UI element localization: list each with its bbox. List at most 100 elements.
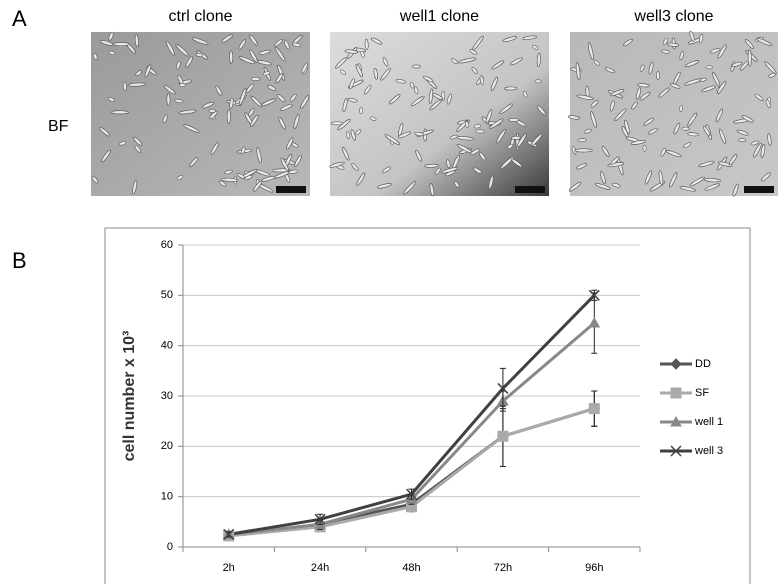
cell xyxy=(669,172,678,188)
cell xyxy=(113,42,130,47)
cell xyxy=(424,163,439,168)
marker xyxy=(670,415,682,427)
cell xyxy=(350,129,356,141)
cell xyxy=(499,103,513,115)
cell xyxy=(395,78,407,84)
cell xyxy=(698,161,715,168)
cell xyxy=(667,42,679,47)
cell xyxy=(93,53,98,60)
cell xyxy=(429,99,442,111)
cell xyxy=(536,52,541,67)
cell xyxy=(679,105,684,112)
marker xyxy=(497,430,509,442)
marker xyxy=(588,289,600,301)
marker xyxy=(588,316,601,328)
cell xyxy=(174,98,184,104)
cell xyxy=(732,183,739,197)
image-title: well3 clone xyxy=(633,8,713,25)
cell xyxy=(456,136,475,141)
marker xyxy=(670,358,682,370)
y-tick-label: 10 xyxy=(161,491,173,503)
cell xyxy=(370,37,383,45)
cell xyxy=(258,49,271,55)
cell xyxy=(516,133,527,148)
row-label: BF xyxy=(48,118,69,135)
cell xyxy=(347,98,358,103)
cell xyxy=(760,172,771,182)
image-title: ctrl clone xyxy=(168,8,232,25)
cell xyxy=(728,153,738,166)
cell xyxy=(750,140,760,146)
cell xyxy=(300,95,310,109)
legend-label: SF xyxy=(695,387,709,399)
cell xyxy=(291,142,299,148)
cell xyxy=(122,81,127,92)
cell xyxy=(595,183,611,190)
cell xyxy=(245,83,255,93)
cell xyxy=(293,113,300,130)
cell xyxy=(744,39,754,49)
cell xyxy=(276,93,286,103)
cell xyxy=(656,70,660,81)
cell xyxy=(108,31,114,41)
cell xyxy=(411,64,421,69)
cell xyxy=(250,114,259,127)
y-tick-label: 20 xyxy=(161,440,173,452)
cell xyxy=(754,93,764,101)
legend-label: well 3 xyxy=(694,445,723,457)
cell xyxy=(183,124,200,133)
cell xyxy=(630,140,646,145)
cell xyxy=(360,50,365,58)
cell xyxy=(496,129,506,144)
cell xyxy=(479,75,485,86)
cell xyxy=(614,108,627,122)
cell xyxy=(101,149,111,163)
cell xyxy=(601,145,610,157)
cell xyxy=(502,36,518,43)
cell xyxy=(384,134,401,145)
cell xyxy=(382,166,392,174)
cell xyxy=(509,57,523,66)
cell xyxy=(275,73,284,84)
y-tick-label: 60 xyxy=(161,239,173,251)
cell xyxy=(261,98,277,107)
cell xyxy=(119,141,126,146)
cell xyxy=(224,169,233,175)
cell xyxy=(473,167,482,174)
cell xyxy=(637,83,650,88)
marker xyxy=(670,445,682,457)
cell xyxy=(342,98,348,113)
cell xyxy=(301,62,308,74)
cell xyxy=(380,68,391,81)
cell xyxy=(346,131,351,140)
cell xyxy=(661,49,671,54)
cell xyxy=(248,108,255,117)
cell xyxy=(267,84,277,91)
cell xyxy=(717,44,727,59)
y-tick-label: 50 xyxy=(161,289,173,301)
cell xyxy=(178,109,197,115)
cell xyxy=(683,142,692,148)
cell xyxy=(422,75,434,83)
cell xyxy=(435,167,441,175)
cell xyxy=(583,128,592,134)
cell xyxy=(636,87,641,100)
cell xyxy=(469,49,478,55)
cell xyxy=(226,109,231,124)
cell xyxy=(470,148,481,156)
cell xyxy=(244,175,253,181)
cell xyxy=(738,138,747,143)
cell xyxy=(488,175,494,190)
cell xyxy=(356,172,366,186)
cell xyxy=(639,91,651,101)
cell xyxy=(339,69,347,75)
cell xyxy=(176,175,183,181)
cell xyxy=(283,39,290,50)
cell xyxy=(355,63,363,78)
cell xyxy=(622,38,634,47)
cell xyxy=(286,137,294,150)
y-tick-label: 40 xyxy=(161,340,173,352)
cell xyxy=(454,181,460,188)
cell xyxy=(648,61,654,75)
